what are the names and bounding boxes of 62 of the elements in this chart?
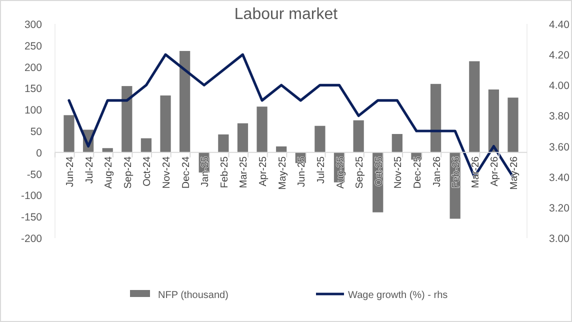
legend-label: NFP (thousand) [158,290,228,301]
x-tick-label: Jan-25 [200,156,212,187]
x-tick-label: Feb-26 [451,156,462,188]
x-tick-label: May-26 [509,156,520,190]
bar [64,115,74,152]
y-tick-label: 200 [24,62,42,74]
y-tick-label: -50 [26,168,42,181]
bar [237,123,248,152]
y-tick-label: -100 [20,190,42,202]
bar [469,61,480,152]
x-tick-label: Mar-25 [238,156,250,188]
y-tick-label: -150 [20,212,42,224]
y-tick-label: -200 [20,233,42,245]
bar [314,126,326,152]
y2-tick-label: 4.40 [549,19,570,31]
x-tick-label: Nov-25 [393,156,404,189]
bar [430,84,442,152]
x-tick-label: Sep-24 [122,156,134,189]
x-tick-label: Apr-26 [490,156,501,186]
y2-tick-label: 4.20 [549,50,570,62]
y-tick-label: 100 [24,104,42,117]
x-tick-label: Jul-25 [316,156,327,184]
x-tick-label: Jan-26 [432,156,443,187]
y2-tick-label: 3.80 [549,110,570,123]
bar [160,95,171,152]
x-tick-label: Aug-24 [104,156,115,189]
y2-tick-label: 3.00 [549,233,570,245]
bar [180,50,190,152]
x-tick-label: Dec-24 [180,156,192,189]
x-tick-label: Jun-25 [296,156,308,187]
x-tick-label: Aug-25 [335,156,346,189]
y-tick-label: 250 [24,40,42,52]
bar [508,98,518,152]
x-tick-label: Dec-25 [412,156,424,189]
x-tick-label: Sep-25 [354,156,366,189]
bar [488,89,500,152]
y2-tick-label: 4.00 [549,80,570,92]
bar [392,134,402,152]
x-tick-label: Apr-25 [258,156,270,186]
x-tick-label: Jun-24 [64,156,76,187]
y-tick-label: 150 [24,83,42,96]
bar [122,86,132,152]
y-tick-label: 300 [24,19,42,31]
y2-tick-label: 3.60 [549,141,570,154]
x-tick-label: Jul-24 [84,156,96,184]
bar [353,120,364,152]
y-tick-label: 50 [30,126,42,138]
x-tick-label: Feb-25 [219,156,230,188]
y2-tick-label: 3.20 [549,202,570,214]
bar [276,146,287,152]
y2-tick-label: 3.40 [549,172,570,184]
x-tick-label: Nov-24 [162,156,173,189]
bar [102,148,113,152]
bar [140,138,152,152]
chart-title: Labour market [234,6,338,23]
bar [256,106,268,152]
bar [218,134,229,152]
x-tick-label: May-25 [277,156,288,190]
y-tick-label: 0 [36,147,42,160]
x-tick-label: Mar-26 [470,156,482,188]
legend-label: Wage growth (%) - rhs [348,290,448,301]
x-tick-label: Oct-24 [142,156,154,186]
